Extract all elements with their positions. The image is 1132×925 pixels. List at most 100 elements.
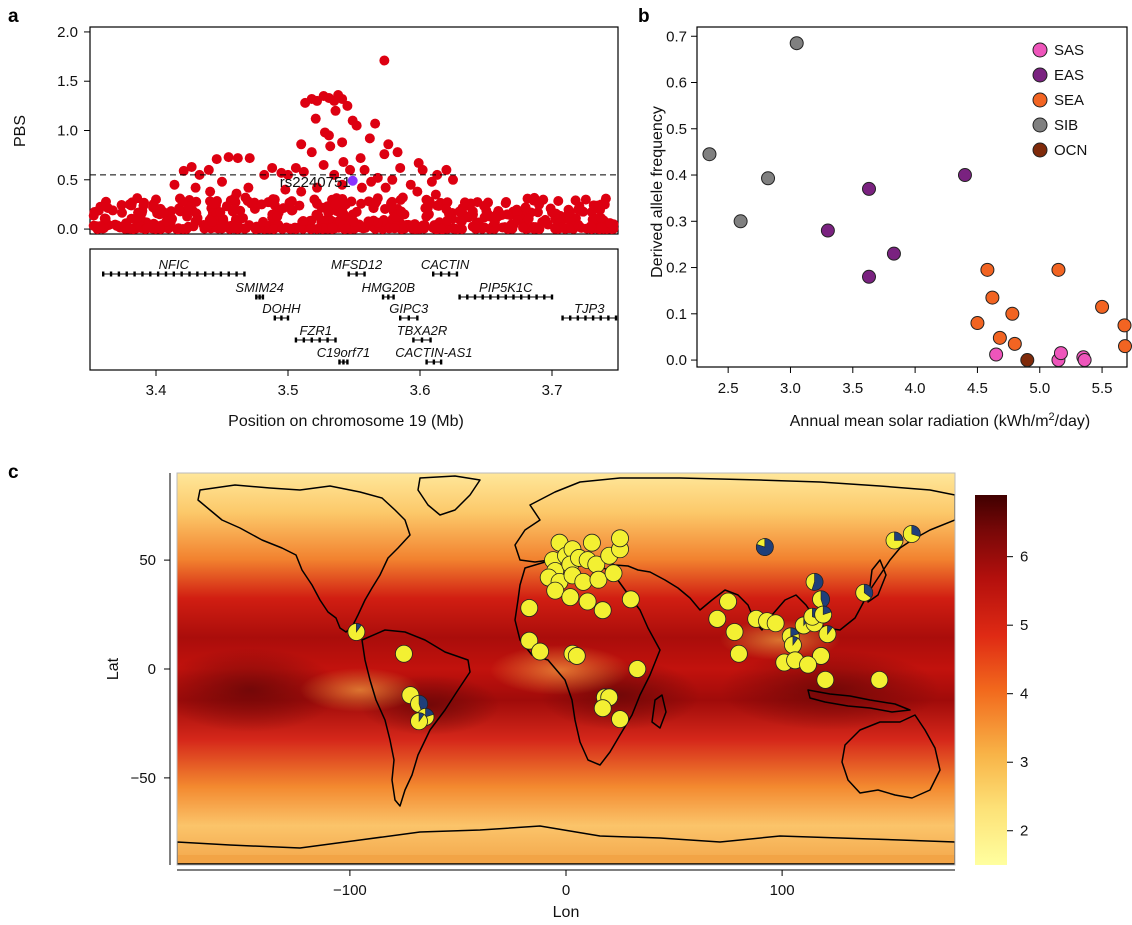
allele-point-sea (980, 262, 995, 277)
lon-label: Lon (553, 904, 580, 921)
gene-exon (294, 337, 298, 343)
gene-exon (407, 315, 410, 321)
pbs-background-point (207, 216, 218, 227)
gene-exon (576, 315, 580, 321)
allele-x-tick-label: 3.0 (780, 380, 801, 397)
pbs-point (430, 189, 441, 200)
population-pie (531, 642, 549, 661)
position-x-axis: 3.4 3.5 3.6 3.7 (90, 369, 618, 399)
pbs-background-point (215, 207, 226, 218)
pbs-background-point (470, 223, 481, 234)
gene-label: TJP3 (574, 301, 605, 316)
gene-exon (302, 337, 306, 343)
pbs-point (223, 152, 234, 163)
gene-label: TBXA2R (397, 323, 448, 338)
allele-y-tick-label: 0.7 (666, 28, 687, 45)
pbs-background-point (142, 223, 153, 234)
pbs-background-point (250, 224, 261, 235)
indonesia-outline (807, 689, 911, 713)
gene-exon (504, 294, 507, 300)
population-pie (546, 581, 565, 600)
lat-label: Lat (105, 657, 122, 680)
pbs-background-point (311, 209, 322, 220)
allele-point-eas (862, 181, 876, 196)
gene-exon (425, 359, 428, 365)
pbs-point (467, 206, 478, 217)
pbs-point (186, 161, 197, 172)
allele-point-eas (862, 269, 876, 284)
pbs-background-point (518, 222, 529, 233)
gene-exon (172, 271, 176, 277)
pbs-point (392, 147, 403, 158)
greenland-outline (417, 475, 481, 516)
legend-label-ocn: OCN (1054, 142, 1087, 159)
gene-label: MFSD12 (331, 257, 383, 272)
lat-axis: 50 0 −50 (131, 473, 171, 865)
gene-exon (614, 315, 618, 321)
gene-exon (387, 294, 390, 300)
pbs-background-point (133, 207, 144, 218)
snp-point-rs2240751 (347, 175, 358, 186)
gene-exon (342, 359, 345, 365)
gene-exon (318, 337, 321, 343)
population-pie (567, 647, 586, 665)
allele-point-sib (789, 36, 804, 51)
pbs-point (243, 182, 254, 193)
population-pie (628, 660, 647, 678)
pbs-background-point (512, 207, 523, 218)
pbs-point (177, 196, 188, 207)
allele-point-sea (1007, 336, 1022, 351)
gene-label: SMIM24 (235, 280, 283, 295)
allele-point-sea (1118, 339, 1132, 354)
pbs-background-point (238, 213, 249, 224)
allele-y-tick-label: 0.6 (666, 75, 687, 92)
gene-exon (416, 315, 419, 321)
pbs-point (330, 105, 341, 116)
pbs-background-point (363, 216, 374, 227)
population-pie (520, 599, 539, 617)
pbs-background-point (585, 221, 596, 232)
gene-exon (310, 337, 313, 343)
allele-y-tick-label: 0.3 (666, 213, 687, 230)
lon-tick-label: 100 (770, 882, 795, 899)
gene-exon (280, 315, 283, 321)
pbs-point (441, 204, 452, 215)
gene-exon (346, 359, 349, 365)
population-pie (725, 623, 744, 641)
allele-point-sea (1005, 306, 1020, 321)
population-pie (799, 655, 817, 674)
pbs-point (310, 113, 321, 124)
population-pie (805, 572, 824, 591)
pbs-background-point (512, 215, 523, 226)
allele-y-tick-label: 0.0 (666, 352, 687, 369)
allele-point-sib (761, 171, 776, 186)
position-x-label: Position on chromosome 19 (Mb) (228, 413, 464, 430)
pbs-point (337, 137, 348, 148)
pbs-point (351, 120, 362, 131)
pbs-point (422, 202, 433, 213)
gene-exon (243, 271, 246, 277)
population-pie (855, 583, 874, 602)
legend-swatch-sea (1032, 92, 1048, 108)
allele-point-sea (1117, 318, 1132, 333)
pbs-background-point (294, 200, 305, 211)
pbs-background-point (305, 215, 316, 226)
population-pie (611, 529, 629, 548)
gene-exon (219, 271, 223, 277)
gene-exon (481, 294, 484, 300)
gene-exon (102, 271, 105, 277)
allele-point-sea (985, 290, 1000, 305)
gene-exon (432, 271, 435, 277)
gene-exon (286, 315, 290, 321)
pbs-background-point (216, 223, 227, 234)
pbs-background-point (99, 213, 110, 224)
pbs-point (387, 174, 398, 185)
pbs-background-point (148, 202, 159, 213)
pbs-background-point (428, 222, 439, 233)
gene-exon (568, 315, 572, 321)
pbs-background-point (318, 215, 329, 226)
gene-track: NFIC SMIM24 DOHH FZR1 C19orf71 MFSD12 HMG20B GI… (102, 257, 618, 365)
pbs-point (494, 209, 505, 220)
pbs-point (244, 153, 255, 164)
pbs-background-point (389, 223, 400, 234)
